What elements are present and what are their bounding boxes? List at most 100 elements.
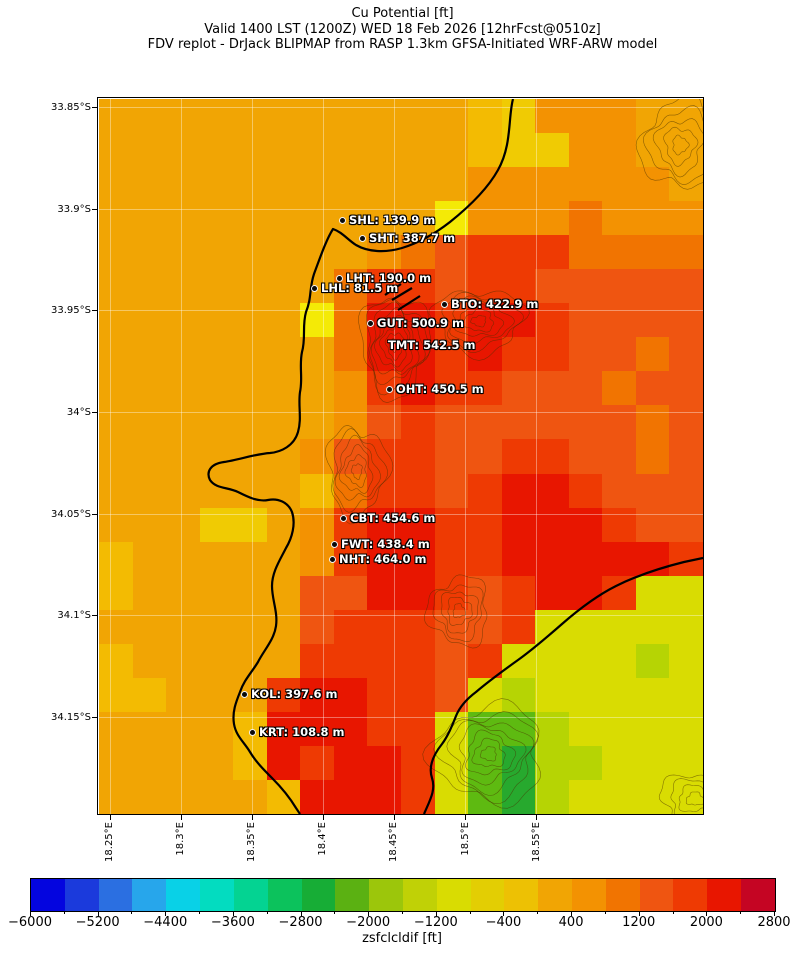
raster-cell <box>635 745 671 781</box>
station-label-sht: SHT: 387.7 m <box>369 231 456 245</box>
colorbar-tick-label: 1200 <box>622 915 656 930</box>
raster-cell <box>367 439 402 475</box>
contour-line <box>422 698 542 809</box>
raster-cell <box>669 439 703 475</box>
raster-cell <box>501 269 536 304</box>
gridline <box>322 99 324 814</box>
raster-cell <box>635 711 671 747</box>
raster-cell <box>300 541 335 577</box>
raster-cell <box>468 473 503 509</box>
raster-cell <box>233 269 268 304</box>
raster-cell <box>166 133 201 168</box>
raster-cell <box>99 779 134 814</box>
raster-cell <box>333 575 369 611</box>
raster-cell <box>99 711 134 747</box>
raster-cell <box>266 167 301 202</box>
raster-cell <box>233 575 268 611</box>
raster-cell <box>166 575 201 611</box>
raster-cell <box>501 167 536 202</box>
raster-cell <box>199 677 234 713</box>
raster-cell <box>669 303 703 338</box>
station-label-kol: KOL: 397.6 m <box>251 687 338 701</box>
raster-cell <box>602 507 637 543</box>
lat-tick-mark <box>92 209 97 210</box>
raster-cell <box>199 167 234 202</box>
raster-cell <box>535 337 570 372</box>
raster-cell <box>233 473 268 509</box>
raster-cell <box>367 167 402 202</box>
colorbar-minor-tick <box>740 911 742 914</box>
raster-cell <box>468 235 503 270</box>
lon-tick-mark <box>322 815 324 820</box>
raster-cell <box>333 677 369 713</box>
lon-tick-label: 18.5°E <box>459 822 471 856</box>
lon-tick-mark <box>465 815 466 820</box>
raster-cell <box>132 575 167 611</box>
plot-valid-time: Valid 1400 LST (1200Z) WED 18 Feb 2026 [… <box>204 21 601 37</box>
raster-cell <box>535 269 570 304</box>
raster-cell <box>99 99 134 134</box>
contour-line <box>447 596 473 626</box>
contour-line <box>452 603 466 618</box>
raster-cell <box>199 405 234 441</box>
colorbar-segment <box>98 879 133 911</box>
raster-cell <box>99 405 134 441</box>
raster-cell <box>166 405 201 441</box>
raster-cell <box>99 575 134 611</box>
colorbar-minor-tick <box>266 911 268 914</box>
raster-cell <box>602 269 637 304</box>
raster-cell <box>568 133 603 168</box>
colorbar-tick-label: −2000 <box>346 915 391 930</box>
colorbar-segment <box>402 879 437 911</box>
raster-cell <box>166 201 201 236</box>
lat-tick-mark <box>92 615 97 616</box>
raster-cell <box>568 473 603 509</box>
raster-cell <box>166 609 201 645</box>
colorbar-tick-label: −3600 <box>210 915 255 930</box>
raster-cell <box>199 439 234 475</box>
contour-line <box>390 338 401 353</box>
raster-cell <box>635 507 671 543</box>
raster-cell <box>535 99 570 134</box>
colorbar-segment <box>267 879 302 911</box>
raster-cell <box>635 235 671 270</box>
raster-cell <box>233 609 268 645</box>
raster-cell <box>602 371 637 407</box>
colorbar-segment <box>470 879 505 911</box>
raster-cell <box>233 99 268 134</box>
coastline-path <box>207 99 515 814</box>
contour-line <box>449 295 515 345</box>
raster-cell <box>401 167 436 202</box>
raster-cell <box>199 711 234 747</box>
raster-cell <box>132 99 167 134</box>
raster-cell <box>333 609 369 645</box>
colorbar-segment <box>132 879 167 911</box>
raster-cell <box>635 643 671 679</box>
raster-cell <box>669 201 703 236</box>
station-dot-cbt <box>340 515 348 523</box>
raster-cell <box>401 99 436 134</box>
raster-cell <box>434 99 469 134</box>
raster-cell <box>501 235 536 270</box>
lon-tick-mark <box>393 815 395 820</box>
raster-cell <box>635 473 671 509</box>
raster-cell <box>132 643 167 679</box>
raster-cell <box>568 337 603 372</box>
colorbar-tick-label: −5200 <box>75 915 120 930</box>
raster-cell <box>367 473 402 509</box>
raster-cell <box>535 133 570 168</box>
contour-line <box>465 729 517 776</box>
raster-cell <box>401 711 436 747</box>
colorbar-tick-label: 2000 <box>689 915 723 930</box>
raster-cell <box>434 371 469 407</box>
raster-cell <box>132 405 167 441</box>
raster-cell <box>434 439 469 475</box>
raster-cell <box>401 507 436 543</box>
raster-cell <box>568 711 603 747</box>
colorbar-major-tick <box>30 911 31 916</box>
raster-cell <box>300 507 335 543</box>
coastline <box>207 99 703 814</box>
station-dot-shl <box>339 217 347 225</box>
raster-cell <box>535 643 570 679</box>
raster-cell <box>333 269 369 304</box>
